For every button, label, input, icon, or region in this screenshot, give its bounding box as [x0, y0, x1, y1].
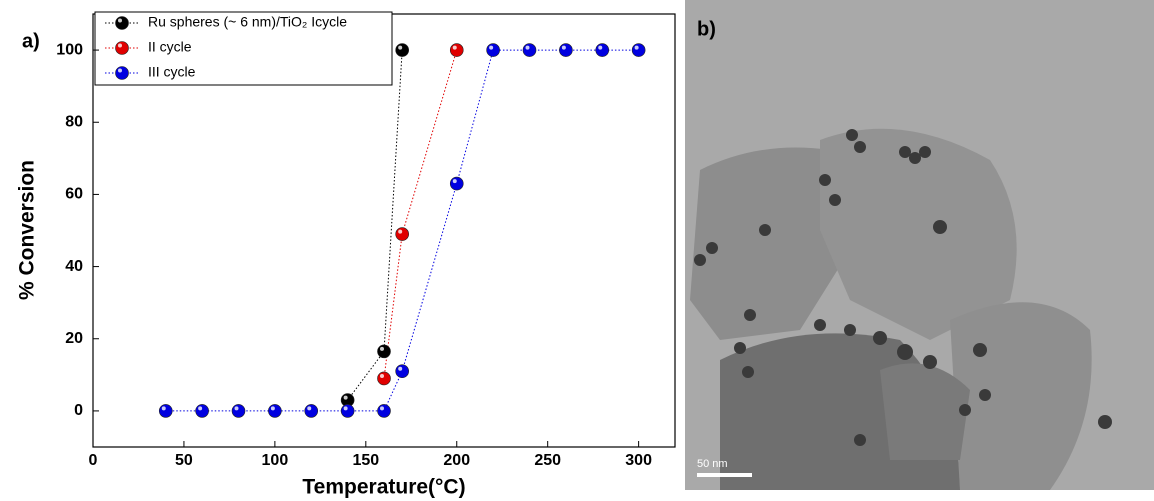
y-tick-label: 20: [65, 330, 83, 347]
data-point: [395, 364, 409, 379]
highlight: [118, 68, 122, 73]
data-point: [158, 404, 173, 418]
y-tick-label: 60: [65, 186, 83, 203]
y-tick-label: 80: [65, 113, 83, 130]
data-point: [449, 176, 464, 191]
x-tick-label: 250: [534, 452, 561, 469]
data-point: [559, 43, 573, 57]
highlight: [398, 229, 403, 234]
legend-marker: [115, 41, 129, 55]
y-tick-label: 100: [56, 41, 83, 58]
highlight: [307, 406, 312, 411]
highlight: [561, 45, 566, 50]
data-point: [340, 404, 355, 418]
particle: [820, 128, 1017, 340]
data-point: [377, 344, 391, 359]
highlight: [118, 43, 122, 48]
series-line: [347, 50, 403, 401]
data-point: [522, 43, 537, 57]
data-point: [377, 404, 391, 418]
highlight: [118, 18, 122, 23]
data-point: [595, 43, 610, 57]
panel-label: b): [697, 18, 716, 40]
legend-box: [94, 11, 393, 86]
data-point: [486, 43, 500, 57]
series-line: [383, 49, 458, 379]
data-point: [395, 43, 409, 57]
y-axis-label: % Conversion: [16, 160, 39, 300]
x-tick-label: 0: [89, 452, 98, 469]
x-axis-label: Temperature(°C): [302, 476, 465, 499]
highlight: [398, 366, 403, 371]
highlight: [234, 406, 239, 411]
highlight: [598, 45, 603, 50]
x-tick-label: 50: [175, 452, 193, 469]
data-point: [377, 371, 391, 386]
data-point: [231, 404, 246, 418]
highlight: [398, 45, 403, 50]
particle: [880, 363, 970, 460]
scale-bar: [697, 473, 752, 477]
scale-bar-label: 50 nm: [697, 458, 728, 470]
highlight: [525, 45, 530, 50]
data-point: [268, 404, 282, 418]
panel-label: a): [22, 30, 40, 52]
legend-label: II cycle: [148, 39, 192, 55]
highlight: [452, 45, 457, 50]
highlight: [161, 406, 166, 411]
x-tick-label: 100: [262, 452, 289, 469]
legend-marker: [115, 66, 129, 80]
x-tick-label: 300: [625, 452, 652, 469]
legend-marker: [115, 16, 129, 30]
data-point: [395, 227, 409, 241]
highlight: [343, 395, 348, 400]
particle: [690, 147, 850, 340]
legend-label: III cycle: [148, 64, 196, 80]
highlight: [270, 406, 275, 411]
y-tick-label: 40: [65, 258, 83, 275]
data-point: [631, 43, 646, 57]
y-tick-label: 0: [74, 402, 83, 419]
highlight: [489, 45, 494, 50]
data-point: [304, 404, 319, 418]
nanoparticles: [694, 129, 1112, 446]
tem-image: 50 nm: [685, 0, 1154, 490]
data-point: [195, 404, 209, 418]
legend-label: Ru spheres (~ 6 nm)/TiO₂ Icycle: [148, 14, 347, 30]
x-tick-label: 200: [443, 452, 470, 469]
highlight: [380, 346, 384, 351]
data-point: [449, 43, 464, 57]
highlight: [198, 406, 203, 411]
x-tick-label: 150: [352, 452, 379, 469]
highlight: [380, 373, 384, 378]
highlight: [380, 406, 384, 411]
highlight: [634, 45, 639, 50]
highlight: [343, 406, 348, 411]
highlight: [452, 179, 457, 184]
legend: Ru spheres (~ 6 nm)/TiO₂ Icycle II cycle I…: [94, 11, 393, 86]
